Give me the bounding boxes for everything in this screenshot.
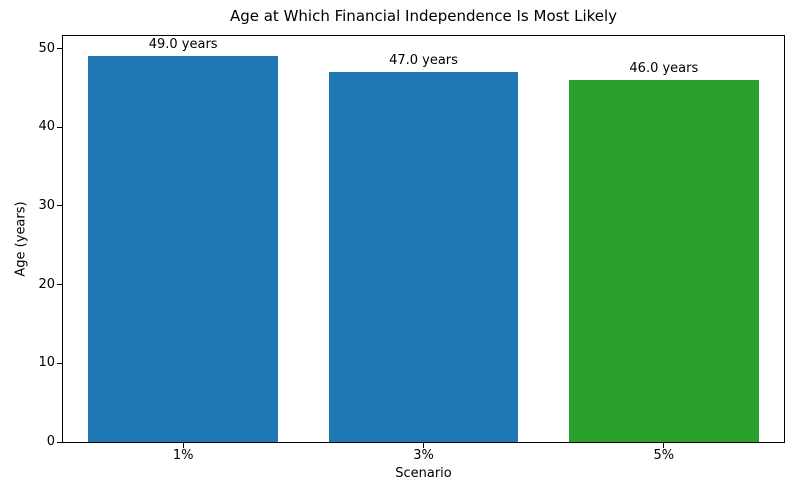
y-tick-label: 10 — [38, 355, 55, 371]
bar-value-label: 49.0 years — [148, 37, 218, 53]
bar — [328, 72, 519, 442]
y-tick-label: 30 — [38, 197, 55, 213]
bar — [568, 80, 759, 442]
x-tick-mark — [663, 443, 665, 448]
y-tick-mark — [57, 48, 62, 50]
plot-area: 0 10 20 30 40 50 49.0 years 1% 47.0 years 3% 46.0 … — [38, 35, 785, 463]
y-tick-mark — [57, 284, 62, 286]
y-tick-label: 20 — [38, 276, 55, 292]
y-tick-mark — [57, 441, 62, 443]
x-tick-label: 5% — [653, 448, 675, 463]
x-tick-mark — [182, 443, 184, 448]
y-tick-label: 0 — [46, 434, 55, 449]
y-tick-label: 40 — [38, 119, 55, 135]
y-tick-mark — [57, 362, 62, 364]
bar-value-label: 47.0 years — [389, 53, 458, 69]
bar — [88, 56, 279, 442]
y-axis-label: Age (years) — [13, 201, 29, 277]
chart-title: Age at Which Financial Independence Is M… — [229, 7, 618, 25]
y-tick-mark — [57, 126, 62, 128]
y-tick-label: 50 — [38, 40, 55, 56]
x-tick-label: 3% — [413, 448, 434, 463]
x-tick-mark — [423, 443, 424, 448]
y-tick-mark — [57, 205, 62, 207]
x-tick-label: 1% — [172, 448, 194, 463]
bar-value-label: 46.0 years — [629, 61, 699, 77]
x-axis-label: Scenario — [395, 466, 452, 481]
